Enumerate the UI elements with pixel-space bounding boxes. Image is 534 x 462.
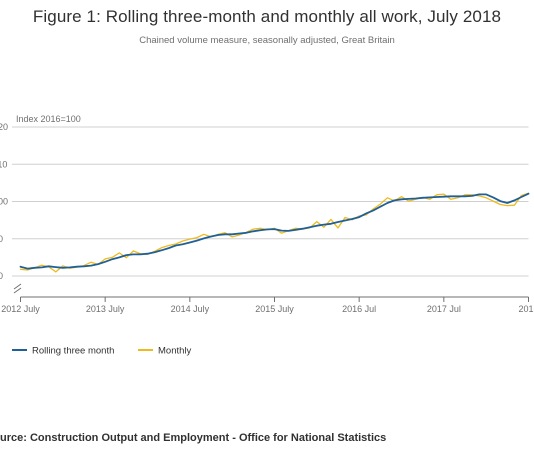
gridlines: [12, 126, 529, 277]
y-tick-label: 120: [0, 122, 8, 132]
x-tick-label: 2012 July: [1, 304, 40, 314]
x-tick-label: 2015 July: [255, 304, 294, 314]
legend-label: Monthly: [158, 346, 192, 357]
chart-subtitle: Chained volume measure, seasonally adjus…: [139, 35, 395, 46]
x-axis: 2012 July 2013 July 2014 July 2015 July 2016…: [1, 283, 534, 314]
chart-title: Figure 1: Rolling three-month and monthl…: [32, 7, 502, 26]
y-axis-label: Index 2016=100: [16, 114, 81, 124]
axis-break-mark: [13, 287, 22, 294]
axis-break-mark: [13, 283, 22, 290]
y-tick-label: 80: [0, 271, 3, 281]
source-note: urce: Construction Output and Employment…: [0, 432, 387, 444]
x-tick-label: 2013 July: [86, 304, 125, 314]
monthly-line: [19, 192, 530, 273]
y-tick-label: 110: [0, 159, 7, 169]
y-tick-labels: 08090100110120: [0, 122, 8, 281]
legend: Rolling three month Monthly: [12, 346, 192, 357]
rolling-three-month-line: [19, 192, 530, 270]
x-tick-label: 2018: [518, 304, 534, 314]
x-tick-label: 2016 Jul: [342, 304, 376, 314]
y-tick-label: 90: [0, 234, 3, 244]
series-lines: [19, 192, 530, 273]
x-tick-label: 2017 Jul: [427, 304, 461, 314]
y-tick-label: 100: [0, 197, 8, 207]
x-tick-label: 2014 July: [171, 304, 210, 314]
legend-label: Rolling three month: [32, 346, 114, 357]
